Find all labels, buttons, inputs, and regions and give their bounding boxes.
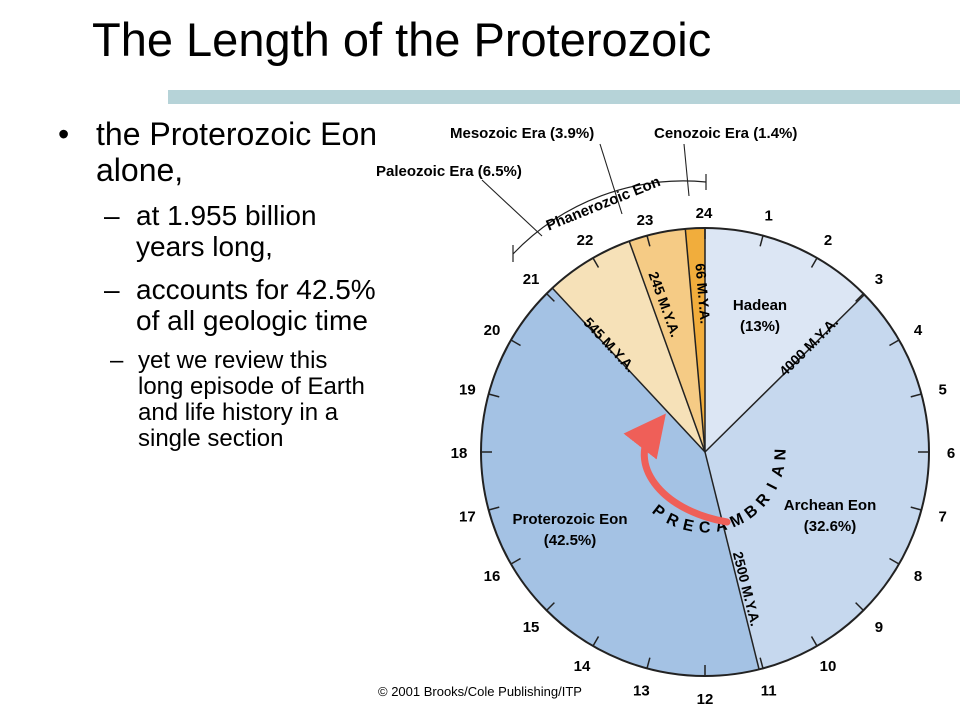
tick-mark: [646, 657, 651, 669]
tick-mark: [646, 235, 651, 247]
tick-mark: [810, 257, 818, 268]
boundary-line-4000: [704, 294, 865, 453]
bullet-level2-small: – yet we review this long episode of Ear…: [58, 348, 378, 452]
tick-mark: [546, 602, 555, 611]
paleozoic-leader: [481, 179, 543, 237]
hour-number-13: 13: [633, 683, 650, 700]
hour-number-7: 7: [938, 509, 946, 526]
tick-mark: [910, 506, 922, 511]
bullet-list: • the Proterozoic Eon alone, – at 1.955 …: [58, 116, 378, 452]
hour-number-15: 15: [523, 619, 540, 636]
boundary-line-545: [551, 287, 706, 453]
archean-percent: (32.6%): [804, 518, 857, 535]
mesozoic-callout: Mesozoic Era (3.9%): [450, 125, 594, 142]
hour-number-8: 8: [914, 568, 922, 585]
tick-mark: [810, 636, 818, 647]
boundary-label-66: 66 M.Y.A.: [692, 263, 713, 325]
tick-mark: [592, 257, 600, 268]
hour-number-21: 21: [523, 271, 540, 288]
bullet-dash: –: [104, 274, 120, 305]
tick-mark: [910, 393, 922, 398]
boundary-line-245: [628, 240, 706, 453]
precambrian-letter: I: [764, 481, 781, 493]
phanerozoic-bracket: [512, 174, 707, 262]
bullet-text-sub3: yet we review this long episode of Earth…: [138, 347, 365, 452]
bullet-level2: – accounts for 42.5% of all geologic tim…: [58, 274, 378, 336]
precambrian-letter: E: [681, 517, 695, 536]
mesozoic-leader: [599, 143, 623, 215]
bullet-level2: – at 1.955 billion years long,: [58, 200, 378, 262]
bullet-text-sub2: accounts for 42.5% of all geologic time: [136, 274, 376, 336]
hour-number-3: 3: [875, 271, 883, 288]
mesozoic-sector: [629, 228, 705, 452]
paleozoic-callout: Paleozoic Era (6.5%): [376, 163, 522, 180]
hour-number-12: 12: [697, 691, 714, 708]
hour-number-17: 17: [459, 509, 476, 526]
hour-number-10: 10: [820, 658, 837, 675]
tick-mark: [855, 602, 864, 611]
tick-mark: [510, 557, 521, 565]
archean-sector: [705, 294, 930, 670]
tick-mark: [759, 657, 764, 669]
precambrian-letter: M: [727, 510, 746, 531]
hour-number-4: 4: [914, 322, 923, 339]
hour-number-20: 20: [484, 322, 501, 339]
hour-number-22: 22: [577, 232, 594, 249]
hadean-label: Hadean: [733, 297, 787, 314]
hour-number-2: 2: [824, 232, 832, 249]
hadean-sector: [705, 228, 865, 452]
cenozoic-callout: Cenozoic Era (1.4%): [654, 125, 797, 142]
hour-number-19: 19: [459, 381, 476, 398]
tick-mark: [488, 506, 500, 511]
hour-number-11: 11: [761, 683, 777, 700]
precambrian-letter: N: [772, 449, 789, 461]
paleozoic-sector: [552, 241, 705, 452]
sector-boundaries: [551, 228, 865, 670]
hour-number-1: 1: [764, 207, 772, 224]
proterozoic-label: Proterozoic Eon: [512, 511, 627, 528]
era-callout-leaders: [481, 143, 690, 237]
cenozoic-leader: [683, 143, 690, 197]
tick-mark: [759, 235, 764, 247]
hour-number-9: 9: [875, 619, 883, 636]
hadean-percent: (13%): [740, 318, 780, 335]
bullet-dash: –: [104, 200, 120, 231]
bullet-text-sub1: at 1.955 billion years long,: [136, 200, 317, 262]
tick-mark: [855, 293, 864, 302]
title-underline-bar: [168, 90, 960, 104]
tick-mark: [592, 636, 600, 647]
archean-label: Archean Eon: [784, 497, 877, 514]
hour-number-16: 16: [484, 568, 501, 585]
hour-number-23: 23: [637, 212, 654, 229]
tick-mark: [488, 393, 500, 398]
bullet-text-main: the Proterozoic Eon alone,: [96, 116, 378, 188]
precambrian-letter: A: [769, 463, 788, 479]
tick-mark: [510, 339, 521, 347]
slide-title: The Length of the Proterozoic: [92, 13, 712, 66]
hour-number-5: 5: [938, 381, 946, 398]
bullet-dash: –: [110, 347, 124, 374]
clock-tick-marks: [481, 228, 929, 676]
hour-number-14: 14: [574, 658, 591, 675]
boundary-line-66: [684, 228, 706, 453]
tick-mark: [546, 293, 555, 302]
hour-number-24: 24: [696, 205, 713, 222]
precambrian-letter: C: [699, 519, 711, 536]
bullet-dot: •: [58, 116, 70, 152]
proterozoic-sector: [481, 288, 760, 676]
tick-mark: [889, 339, 900, 347]
boundary-line-2500: [704, 451, 760, 670]
hour-number-18: 18: [451, 445, 468, 462]
copyright-notice: © 2001 Brooks/Cole Publishing/ITP: [378, 684, 582, 699]
tick-mark: [889, 557, 900, 565]
curved-arrow: [623, 413, 731, 526]
proterozoic-percent: (42.5%): [544, 532, 597, 549]
bullet-level1: • the Proterozoic Eon alone,: [58, 116, 378, 188]
hour-number-6: 6: [947, 445, 955, 462]
